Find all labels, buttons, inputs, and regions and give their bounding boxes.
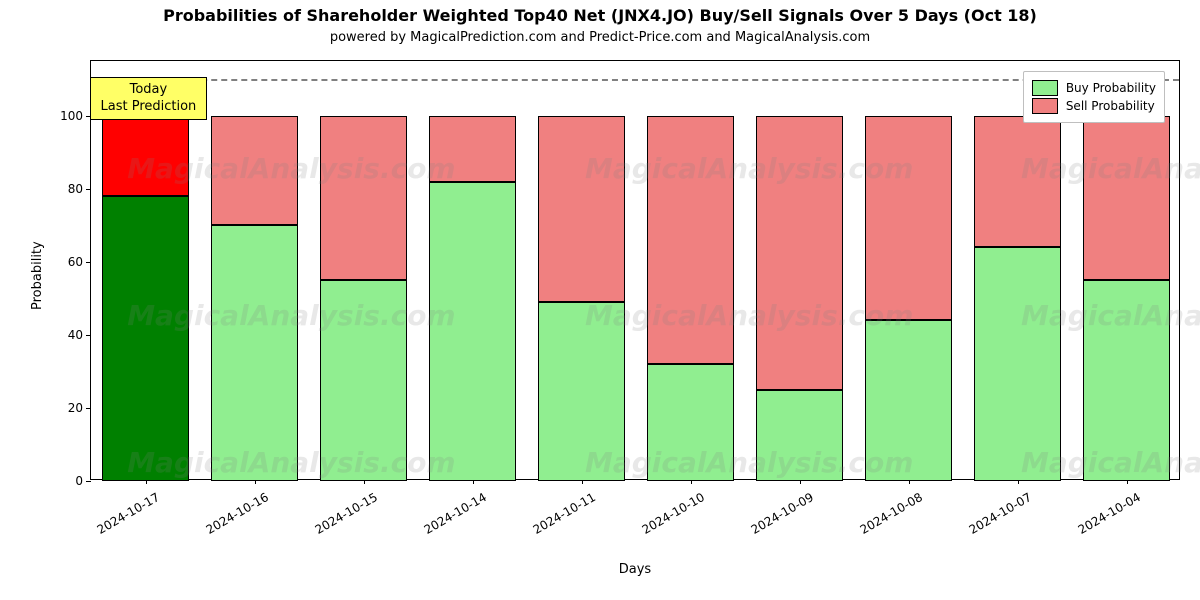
bar-buy xyxy=(320,280,407,481)
y-tick-mark xyxy=(86,335,91,336)
bar-sell xyxy=(647,116,734,364)
bar-sell xyxy=(429,116,516,182)
legend-swatch xyxy=(1032,80,1058,96)
x-tick-label: 2024-10-07 xyxy=(949,490,1034,547)
x-axis-label: Days xyxy=(90,562,1180,577)
y-axis-label: Probability xyxy=(30,241,45,310)
x-tick-label: 2024-10-11 xyxy=(513,490,598,547)
bar-sell xyxy=(1083,116,1170,280)
bar-buy xyxy=(1083,280,1170,481)
bar-sell xyxy=(865,116,952,321)
bar-buy xyxy=(211,225,298,481)
bar-buy xyxy=(865,320,952,481)
plot-area: 020406080100MagicalAnalysis.comMagicalAn… xyxy=(90,60,1180,480)
x-tick-label: 2024-10-08 xyxy=(840,490,925,547)
bar-sell xyxy=(974,116,1061,247)
legend: Buy Probability Sell Probability xyxy=(1023,71,1165,123)
legend-swatch xyxy=(1032,98,1058,114)
bar-buy xyxy=(647,364,734,481)
y-tick-mark xyxy=(86,481,91,482)
chart-title: Probabilities of Shareholder Weighted To… xyxy=(0,6,1200,25)
legend-item: Buy Probability xyxy=(1032,80,1156,96)
bar-sell xyxy=(538,116,625,302)
legend-label: Sell Probability xyxy=(1066,99,1155,113)
bar-buy xyxy=(974,247,1061,481)
legend-item: Sell Probability xyxy=(1032,98,1156,114)
reference-line xyxy=(91,79,1179,81)
y-tick-mark xyxy=(86,408,91,409)
bar-buy xyxy=(756,390,843,481)
x-tick-label: 2024-10-17 xyxy=(77,490,162,547)
x-tick-label: 2024-10-14 xyxy=(404,490,489,547)
y-tick-mark xyxy=(86,189,91,190)
y-tick-mark xyxy=(86,262,91,263)
x-tick-label: 2024-10-04 xyxy=(1058,490,1143,547)
bar-sell xyxy=(756,116,843,390)
legend-label: Buy Probability xyxy=(1066,81,1156,95)
x-tick-label: 2024-10-09 xyxy=(731,490,816,547)
annotation-line1: Today xyxy=(101,82,197,98)
x-tick-label: 2024-10-16 xyxy=(186,490,271,547)
chart-container: Probabilities of Shareholder Weighted To… xyxy=(0,0,1200,600)
x-tick-label: 2024-10-10 xyxy=(622,490,707,547)
bar-sell xyxy=(320,116,407,280)
bar-buy xyxy=(102,196,189,481)
x-tick-label: 2024-10-15 xyxy=(295,490,380,547)
chart-subtitle: powered by MagicalPrediction.com and Pre… xyxy=(0,30,1200,45)
bar-buy xyxy=(429,182,516,481)
bar-sell xyxy=(211,116,298,226)
today-annotation: TodayLast Prediction xyxy=(90,77,208,120)
bar-buy xyxy=(538,302,625,481)
bar-sell xyxy=(102,116,189,196)
annotation-line2: Last Prediction xyxy=(101,99,197,115)
